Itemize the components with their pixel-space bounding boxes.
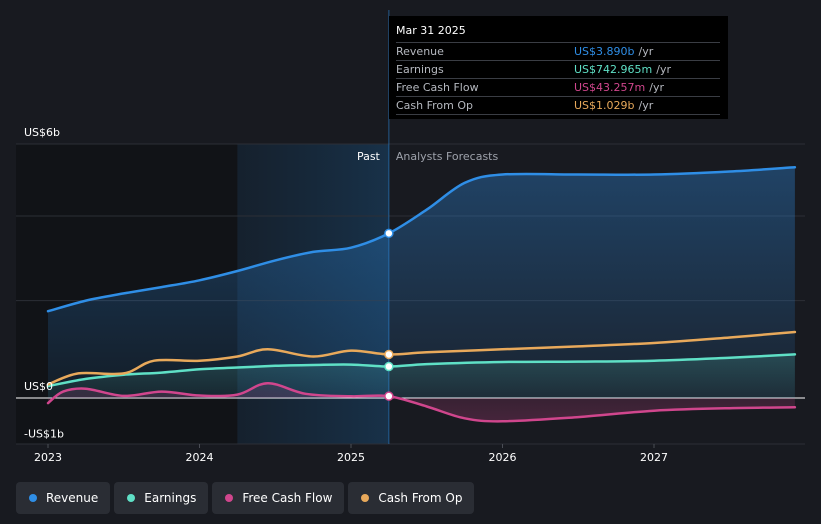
legend: Revenue Earnings Free Cash Flow Cash Fro… (16, 482, 475, 514)
legend-dot-icon (29, 494, 37, 502)
x-tick-label: 2025 (337, 451, 365, 464)
tooltip-label: Earnings (396, 63, 444, 76)
legend-label: Earnings (144, 491, 197, 505)
legend-dot-icon (225, 494, 234, 502)
tooltip-value: US$3.890b (574, 45, 635, 58)
highlight-points (384, 228, 394, 401)
y-tick-label: -US$1b (24, 427, 64, 440)
y-axis-ticks: US$6b US$0 -US$1b (24, 126, 64, 440)
cash-from-op-point (384, 349, 394, 360)
earnings-line (46, 353, 797, 388)
revenue-line (46, 166, 797, 313)
legend-item-free-cash-flow[interactable]: Free Cash Flow (212, 482, 345, 514)
legend-label: Cash From Op (378, 491, 463, 505)
tooltip-date: Mar 31 2025 (396, 22, 720, 43)
x-axis-ticks: 2023 2024 2025 2026 2027 (34, 444, 668, 464)
legend-item-earnings[interactable]: Earnings (114, 482, 209, 514)
legend-dot-icon (361, 494, 370, 502)
tooltip: Mar 31 2025 Revenue US$3.890b /yr Earnin… (389, 16, 728, 119)
tooltip-row-free-cash-flow: Free Cash Flow US$43.257m /yr (396, 79, 720, 97)
legend-item-cash-from-op[interactable]: Cash From Op (348, 482, 475, 514)
earnings-point (384, 361, 394, 372)
tooltip-unit: /yr (649, 81, 664, 94)
x-tick-label: 2024 (186, 451, 214, 464)
tooltip-value: US$1.029b (574, 99, 635, 112)
tooltip-label: Revenue (396, 45, 444, 58)
earnings-area (48, 354, 795, 398)
x-tick-label: 2023 (34, 451, 62, 464)
tooltip-value: US$742.965m (574, 63, 653, 76)
tooltip-row-cash-from-op: Cash From Op US$1.029b /yr (396, 97, 720, 115)
forecast-label: Analysts Forecasts (396, 150, 499, 163)
tooltip-unit: /yr (638, 45, 654, 58)
legend-label: Revenue (46, 491, 99, 505)
tooltip-row-revenue: Revenue US$3.890b /yr (396, 43, 720, 61)
tooltip-label: Free Cash Flow (396, 81, 479, 94)
legend-label: Free Cash Flow (242, 491, 333, 505)
legend-item-revenue[interactable]: Revenue (16, 482, 111, 514)
tooltip-label: Cash From Op (396, 99, 474, 112)
free-cash-flow-area (48, 383, 795, 422)
y-tick-label: US$0 (24, 380, 53, 393)
revenue-point (384, 228, 394, 239)
y-tick-label: US$6b (24, 126, 60, 139)
tooltip-value: US$43.257m (574, 81, 646, 94)
x-tick-label: 2026 (489, 451, 517, 464)
x-tick-label: 2027 (640, 451, 668, 464)
series-areas (48, 167, 795, 422)
past-label: Past (357, 150, 381, 163)
tooltip-row-earnings: Earnings US$742.965m /yr (396, 61, 720, 79)
free-cash-flow-line (46, 381, 797, 423)
series-lines (46, 166, 797, 423)
legend-dot-icon (127, 494, 136, 502)
cash-from-op-line (46, 330, 797, 386)
tooltip-unit: /yr (638, 99, 654, 112)
free-cash-flow-point (384, 391, 394, 401)
tooltip-unit: /yr (656, 63, 671, 76)
revenue-area (48, 167, 795, 398)
revenue-earnings-chart: US$6b US$0 -US$1b 2023 2024 2025 2026 2027 Pas… (16, 10, 805, 464)
